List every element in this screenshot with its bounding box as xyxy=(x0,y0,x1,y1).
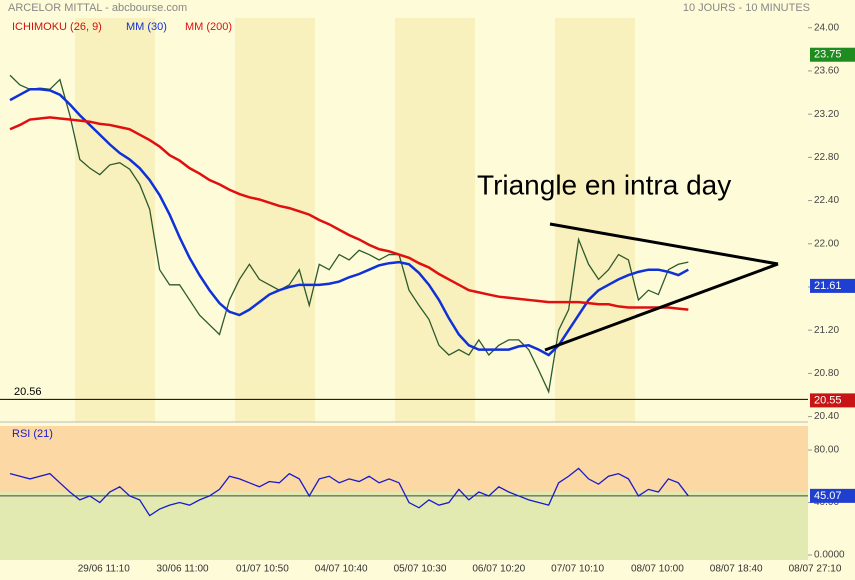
x-tick-label: 07/07 10:10 xyxy=(551,564,604,575)
x-tick-label: 08/07 27:10 xyxy=(789,564,842,575)
level-marker-label: 45.07 xyxy=(814,490,842,502)
level-marker xyxy=(810,488,855,503)
x-tick-label: 06/07 10:20 xyxy=(472,564,525,575)
price-marker xyxy=(810,47,855,62)
y-tick-label: 20.40 xyxy=(814,411,839,422)
series-line xyxy=(9,116,689,311)
legend-entry: MM (30) xyxy=(126,21,167,33)
level-label: 20.56 xyxy=(14,386,42,398)
annotation: Triangle en intra day xyxy=(477,169,731,200)
price-marker-label: 23.75 xyxy=(814,49,842,61)
y-tick-label: 21.20 xyxy=(814,325,839,336)
y-tick-label: 20.80 xyxy=(814,368,839,379)
x-tick-label: 30/06 11:00 xyxy=(157,564,210,575)
day-bands xyxy=(75,18,635,422)
x-tick-label: 01/07 10:50 xyxy=(236,564,289,575)
y-tick-label: 0.0000 xyxy=(814,550,845,561)
x-tick-label: 04/07 10:40 xyxy=(315,564,368,575)
x-tick-label: 05/07 10:30 xyxy=(394,564,447,575)
price-marker-label: 20.55 xyxy=(814,394,842,406)
price-marker xyxy=(810,393,855,408)
triangle-drawing xyxy=(544,222,779,352)
y-tick-label: 23.60 xyxy=(814,66,839,77)
x-tick-label: 29/06 11:10 xyxy=(78,564,131,575)
legend-ichimoku: ICHIMOKU (26, 9) xyxy=(12,21,102,33)
y-tick-label: 24.00 xyxy=(814,22,839,33)
y-tick-label: 22.40 xyxy=(814,195,839,206)
series-line xyxy=(9,74,689,394)
rsi-lower-zone xyxy=(0,492,808,560)
period: 10 JOURS - 10 MINUTES xyxy=(683,2,810,14)
title: ARCELOR MITTAL - abcbourse.com xyxy=(8,2,187,14)
legend-entry: MM (200) xyxy=(185,21,232,33)
y-tick-label: 80.00 xyxy=(814,445,839,456)
y-tick-label: 23.20 xyxy=(814,109,839,120)
y-tick-label: 22.80 xyxy=(814,152,839,163)
panel-title: RSI (21) xyxy=(12,428,53,440)
x-tick-label: 08/07 18:40 xyxy=(710,564,763,575)
y-tick-label: 22.00 xyxy=(814,238,839,249)
series-line xyxy=(9,467,689,517)
series-line xyxy=(9,88,689,357)
x-tick-label: 08/07 10:00 xyxy=(631,564,684,575)
rsi-upper-zone xyxy=(0,426,808,492)
price-marker xyxy=(810,278,855,293)
price-marker-label: 21.61 xyxy=(814,280,842,292)
